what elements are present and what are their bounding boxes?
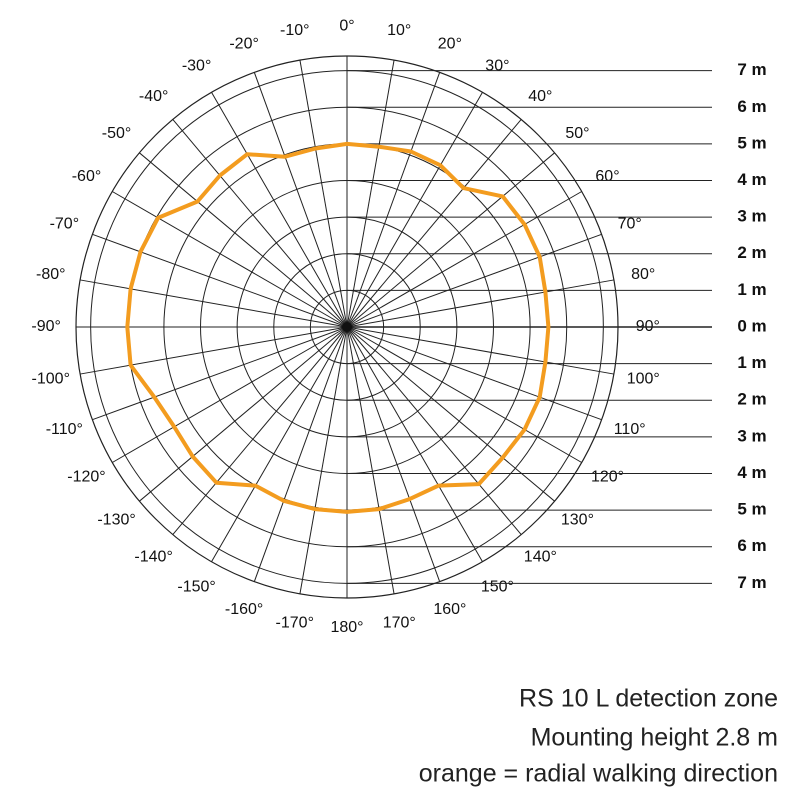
spoke — [211, 92, 348, 328]
spoke — [346, 326, 441, 582]
angle-label: -150° — [177, 579, 215, 596]
distance-label: 3 m — [737, 426, 766, 445]
distance-label: 5 m — [737, 500, 766, 519]
spoke — [346, 279, 614, 328]
distance-label: 5 m — [737, 133, 766, 152]
angle-label: -90° — [31, 318, 61, 335]
angle-label: -100° — [32, 370, 70, 387]
angle-label: 80° — [631, 266, 655, 283]
spoke — [172, 119, 348, 328]
angle-label: 10° — [387, 22, 411, 39]
angle-label: 140° — [524, 549, 557, 566]
angle-label: -30° — [182, 58, 212, 75]
distance-label: 7 m — [737, 573, 766, 592]
angle-label: 50° — [565, 125, 589, 142]
angle-label: -70° — [50, 215, 80, 232]
angle-label: 60° — [595, 168, 619, 185]
angle-label: 120° — [591, 469, 624, 486]
spoke — [346, 72, 441, 328]
spoke — [92, 233, 348, 328]
angle-label: -50° — [102, 125, 132, 142]
distance-label: 4 m — [737, 463, 766, 482]
spoke — [346, 326, 614, 375]
angle-label: -170° — [276, 614, 314, 631]
distance-label: 0 m — [737, 316, 766, 335]
angle-label: 170° — [383, 614, 416, 631]
spoke — [346, 326, 522, 535]
spoke — [346, 152, 555, 328]
spoke — [112, 326, 348, 463]
zone-line — [125, 141, 551, 514]
angle-label: 70° — [618, 215, 642, 232]
spoke — [346, 326, 555, 502]
distance-label: 4 m — [737, 170, 766, 189]
subtitle: Mounting height 2.8 m — [531, 724, 778, 752]
spoke — [92, 326, 348, 421]
spoke — [299, 326, 348, 594]
angle-label: -110° — [46, 421, 83, 438]
center — [342, 322, 352, 332]
spoke — [80, 279, 348, 328]
distance-label: 1 m — [737, 280, 766, 299]
spoke — [346, 326, 483, 562]
angle-label: 150° — [481, 579, 514, 596]
angle-label: -130° — [97, 512, 135, 529]
spoke — [346, 326, 582, 463]
spoke — [346, 233, 602, 328]
spoke — [139, 326, 348, 502]
spoke — [299, 60, 348, 328]
angle-label: -10° — [280, 22, 310, 39]
spoke — [211, 326, 348, 562]
spoke — [346, 191, 582, 328]
angle-label: -20° — [229, 36, 259, 53]
spoke — [80, 326, 348, 375]
spoke — [346, 119, 522, 328]
title: RS 10 L detection zone — [519, 685, 778, 713]
spoke — [253, 326, 348, 582]
angle-label: 20° — [438, 36, 462, 53]
angle-label: -60° — [72, 168, 102, 185]
spoke — [112, 191, 348, 328]
angle-label: -40° — [139, 88, 169, 105]
spoke — [253, 72, 348, 328]
angle-label: -120° — [67, 469, 105, 486]
angle-label: 100° — [627, 370, 660, 387]
distance-label: 6 m — [737, 536, 766, 555]
angle-label: -80° — [36, 266, 66, 283]
spoke — [172, 326, 348, 535]
distance-label: 2 m — [737, 390, 766, 409]
angle-label: 110° — [614, 421, 646, 438]
angle-label: -140° — [134, 549, 172, 566]
distance-label: 7 m — [737, 60, 766, 79]
angle-label: 130° — [561, 512, 594, 529]
spoke — [139, 152, 348, 328]
annotation: orange = radial walking direction — [419, 760, 778, 788]
distance-label: 1 m — [737, 353, 766, 372]
angle-label: 0° — [339, 17, 354, 34]
angle-label: 180° — [330, 619, 363, 636]
spoke — [346, 92, 483, 328]
spoke — [346, 326, 602, 421]
distance-label: 6 m — [737, 97, 766, 116]
distance-label: 3 m — [737, 207, 766, 226]
spoke — [346, 60, 395, 328]
angle-label: 160° — [433, 601, 466, 618]
angle-label: -160° — [225, 601, 263, 618]
angle-label: 30° — [485, 58, 509, 75]
spoke — [346, 326, 395, 594]
angle-label: 40° — [528, 88, 552, 105]
distance-label: 2 m — [737, 243, 766, 262]
